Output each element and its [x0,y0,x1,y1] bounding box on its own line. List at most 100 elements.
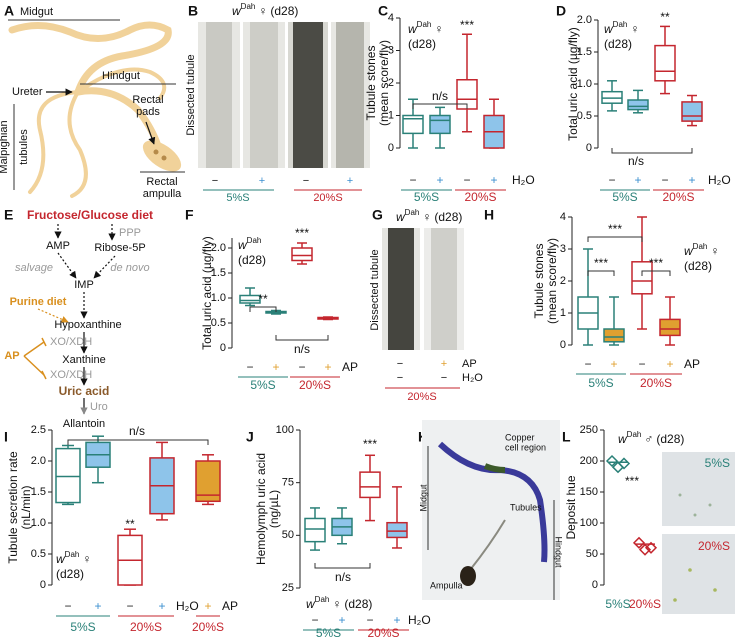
enzyme: XO/XDH [50,336,92,348]
group-label: 20%S [640,376,672,390]
box [304,517,326,543]
label: Rectal [146,176,177,188]
y-tick-label: 3 [560,243,566,255]
y-tick-label: 0.5 [31,548,46,560]
genotype-base: w [232,4,242,18]
y-axis-label: (mean score/fly) [545,238,559,324]
significance-label: *** [460,18,474,32]
tubule-image [293,22,323,168]
genotype-base: w [396,210,406,224]
genotype-base: w [306,597,316,611]
deposit [708,503,712,507]
x-category: + [347,175,353,187]
box [659,318,681,337]
genotype-age: (d28) [434,210,462,224]
label: Midgut [20,6,53,18]
tubule-photos: Dissected tubule − + − + 5%S 20%S [185,22,370,204]
metabolite: Allantoin [63,418,105,430]
x-category: − [64,599,71,613]
genotype-age: (d28) [684,259,712,273]
x-category: + [324,360,331,374]
y-tick-label: 1.0 [577,78,592,90]
group-label: 20%S [662,190,694,204]
y-tick-label: 50 [586,548,598,560]
genotype-allele: Dah [613,20,628,29]
tubule-image [388,228,414,350]
genotype-base: w [56,552,66,566]
panel-letter: C [378,3,388,19]
x-category: + [490,173,497,187]
significance-bracket [249,306,277,312]
x-category: − [397,358,403,370]
tubule-image [206,22,232,168]
treatment-label: H₂O [512,173,535,187]
group-label: 20%S [192,620,224,634]
genotype-base: w [408,22,418,36]
y-axis-label: Total uric acid (µg/fly) [200,236,214,350]
y-tick-label: 1.5 [211,267,226,279]
image-label: Dissected tubule [185,54,197,135]
panel-letter: E [4,207,13,223]
image-label: Dissected tubule [369,249,381,330]
x-category: + [688,173,695,187]
significance-label: *** [625,474,639,488]
genotype-allele: Dah [693,242,708,251]
genotype-allele: Dah [247,236,262,245]
significance-label: n/s [628,154,644,168]
y-tick-label: 0 [40,579,46,591]
x-category: + [272,360,279,374]
group-label: 20%S [299,378,331,392]
genotype-label: wDah [238,236,261,252]
genotype-label: wDah ♀ [408,20,443,36]
x-category: + [94,599,101,613]
metabolite: Uric acid [59,384,110,398]
y-axis-label: (nL/min) [19,485,33,529]
genotype-label: wDah ♀ [604,20,639,36]
panel-letter: G [372,207,383,223]
panel-letter: I [4,429,8,445]
x-category: + [158,599,165,613]
y-tick-label: 2.0 [577,14,592,26]
genotype-allele: Dah [405,208,420,217]
y-axis-label: Hemolymph uric acid [254,453,268,565]
x-category: − [126,599,133,613]
y-tick-label: 250 [580,424,598,436]
x-category: − [661,173,668,187]
x-category: − [311,613,318,627]
x-category: − [463,173,470,187]
arrow [37,308,69,323]
significance-bracket [641,270,671,276]
genotype-age: (d28) [656,432,684,446]
x-category: + [436,173,443,187]
y-tick-label: 1.0 [31,517,46,529]
panel-letter: B [188,3,198,19]
inhibition [23,341,45,376]
genotype-sex: ♀ [332,597,341,611]
copper-region [483,463,506,473]
label: Hindgut [554,536,564,568]
y-tick-label: 25 [282,582,294,594]
y-axis-label: (mean score/fly) [377,40,391,126]
y-tick-label: 0.5 [577,110,592,122]
panel-letter: H [484,207,494,223]
genotype-allele: Dah [417,20,432,29]
arrow [93,255,116,279]
pathway-label: salvage [15,262,53,274]
box [603,328,625,343]
group-label: 20%S [367,626,399,637]
group-label: 5%S [414,190,439,204]
treatment-label: AP [342,360,358,374]
genotype-allele: Dah [627,430,642,439]
treatment-label: H₂O [462,372,483,384]
y-axis-label: Tubule stones [532,244,546,319]
box [55,447,81,504]
x-category: + [393,613,400,627]
y-tick-label: 0 [388,142,394,154]
y-axis-label: (ng/µL) [267,490,281,528]
significance-label: ** [125,517,135,531]
significance-label: *** [594,256,608,270]
box [291,247,313,262]
y-tick-label: 200 [580,455,598,467]
genotype-base: w [604,22,614,36]
significance-bracket [587,270,615,276]
